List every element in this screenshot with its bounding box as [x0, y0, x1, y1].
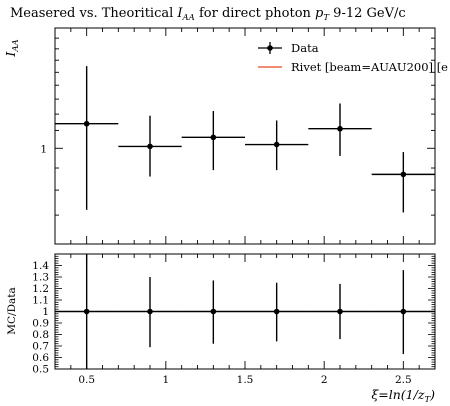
- main-y-ticks: 1: [40, 27, 435, 245]
- ratio-y-tick-label: 1: [42, 306, 49, 318]
- main-y-axis-label: IAA: [3, 39, 21, 57]
- title-iaa-sub: AA: [182, 13, 195, 23]
- data-series: [55, 66, 435, 213]
- data-point: [210, 308, 217, 315]
- xlabel: ξ=ln(1/z: [371, 387, 424, 402]
- ylabel-main: I: [3, 51, 18, 58]
- x-tick-label: 1.5: [237, 374, 254, 386]
- title-iaa: I: [176, 6, 183, 21]
- ratio-y-tick-label: 1.4: [32, 260, 49, 272]
- legend-data-label: Data: [291, 41, 319, 55]
- ratio-y-tick-label: 1.3: [32, 272, 49, 284]
- data-point: [273, 308, 280, 315]
- data-point: [83, 120, 90, 127]
- ratio-y-tick-label: 0.8: [32, 329, 49, 341]
- data-point: [147, 308, 153, 315]
- data-point: [337, 308, 343, 315]
- title-pt-sub: T: [323, 13, 330, 23]
- xlabel-sub: T: [424, 395, 431, 405]
- ratio-panel: 0.5 1 1.5 2 2.5 0.50.60.70.80.911.11.21.31.4…: [6, 253, 436, 405]
- ylabel-main-sub: AA: [11, 39, 21, 52]
- data-point: [400, 171, 407, 178]
- x-tick-label: 2.5: [395, 374, 412, 386]
- ratio-x-ticks: 0.5 1 1.5 2 2.5: [54, 254, 436, 386]
- ratio-y-axis-label: MC/Data: [6, 287, 18, 334]
- x-tick-label: 2: [321, 374, 328, 386]
- main-panel: 1 IAA Data Rivet [beam=AUAU200] [e: [3, 27, 448, 245]
- data-point: [210, 134, 217, 141]
- x-tick-label: 1: [162, 374, 169, 386]
- legend-rivet-label: Rivet [beam=AUAU200] [e: [291, 60, 448, 74]
- chart-title: Measered vs. Theoritical IAA for direct …: [10, 6, 406, 23]
- main-x-ticks: [54, 28, 436, 244]
- legend: Data Rivet [beam=AUAU200] [e: [258, 41, 448, 74]
- data-point: [147, 143, 153, 150]
- title-suffix: 9-12 GeV/c: [329, 6, 406, 21]
- ratio-y-tick-label: 0.6: [32, 352, 49, 364]
- title-prefix: Measered vs. Theoritical: [10, 6, 177, 21]
- title-pt: p: [315, 6, 324, 21]
- ratio-y-tick-label: 1.2: [32, 283, 49, 295]
- data-point: [400, 308, 407, 315]
- ratio-y-tick-label: 0.9: [32, 318, 49, 330]
- title-mid: for direct photon: [195, 6, 315, 21]
- ratio-y-ticks: 0.50.60.70.80.911.11.21.31.4: [32, 253, 435, 376]
- xlabel-close: ): [429, 387, 435, 402]
- x-tick-label: 0.5: [78, 374, 95, 386]
- ratio-y-tick-label: 0.7: [32, 341, 49, 353]
- data-point: [273, 141, 280, 148]
- x-axis-label: ξ=ln(1/zT): [371, 387, 435, 405]
- data-point: [337, 125, 343, 132]
- ratio-y-tick-label: 0.5: [32, 364, 49, 376]
- y-tick-label: 1: [40, 143, 47, 155]
- ratio-y-tick-label: 1.1: [32, 295, 49, 307]
- legend-data-marker: [267, 45, 273, 51]
- ratio-series: [55, 254, 435, 369]
- data-point: [83, 308, 90, 315]
